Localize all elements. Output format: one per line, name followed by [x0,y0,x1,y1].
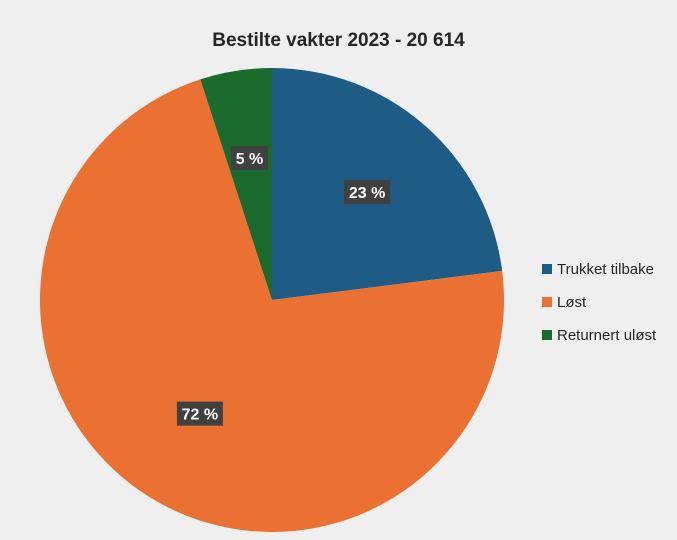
slice-label-text: 5 % [236,151,264,168]
legend-swatch-trukket-tilbake [542,264,552,274]
slice-label-box [344,180,391,205]
legend-item-trukket-tilbake: Trukket tilbake [542,259,656,279]
slice-label-box [230,145,268,170]
legend: Trukket tilbake Løst Returnert uløst [542,259,656,358]
slice-label-text: 23 % [349,185,385,202]
legend-label-trukket-tilbake: Trukket tilbake [557,260,654,278]
slice-lost [40,79,505,532]
slice-label-returnert-ulost: 5 % [230,145,268,170]
slice-label-text: 72 % [182,407,218,424]
legend-swatch-lost [542,297,552,307]
legend-label-returnert-ulost: Returnert uløst [557,326,657,344]
slice-label-trukket-tilbake: 23 % [344,180,391,205]
slice-returnert-ulost [200,68,272,300]
legend-label-lost: Løst [557,293,587,311]
legend-item-lost: Løst [542,292,656,312]
chart-title: Bestilte vakter 2023 - 20 614 [212,30,465,51]
slice-label-lost: 72 % [176,401,223,426]
legend-item-returnert-ulost: Returnert uløst [542,325,656,345]
legend-swatch-returnert-ulost [542,330,552,340]
slice-label-box [176,401,223,426]
